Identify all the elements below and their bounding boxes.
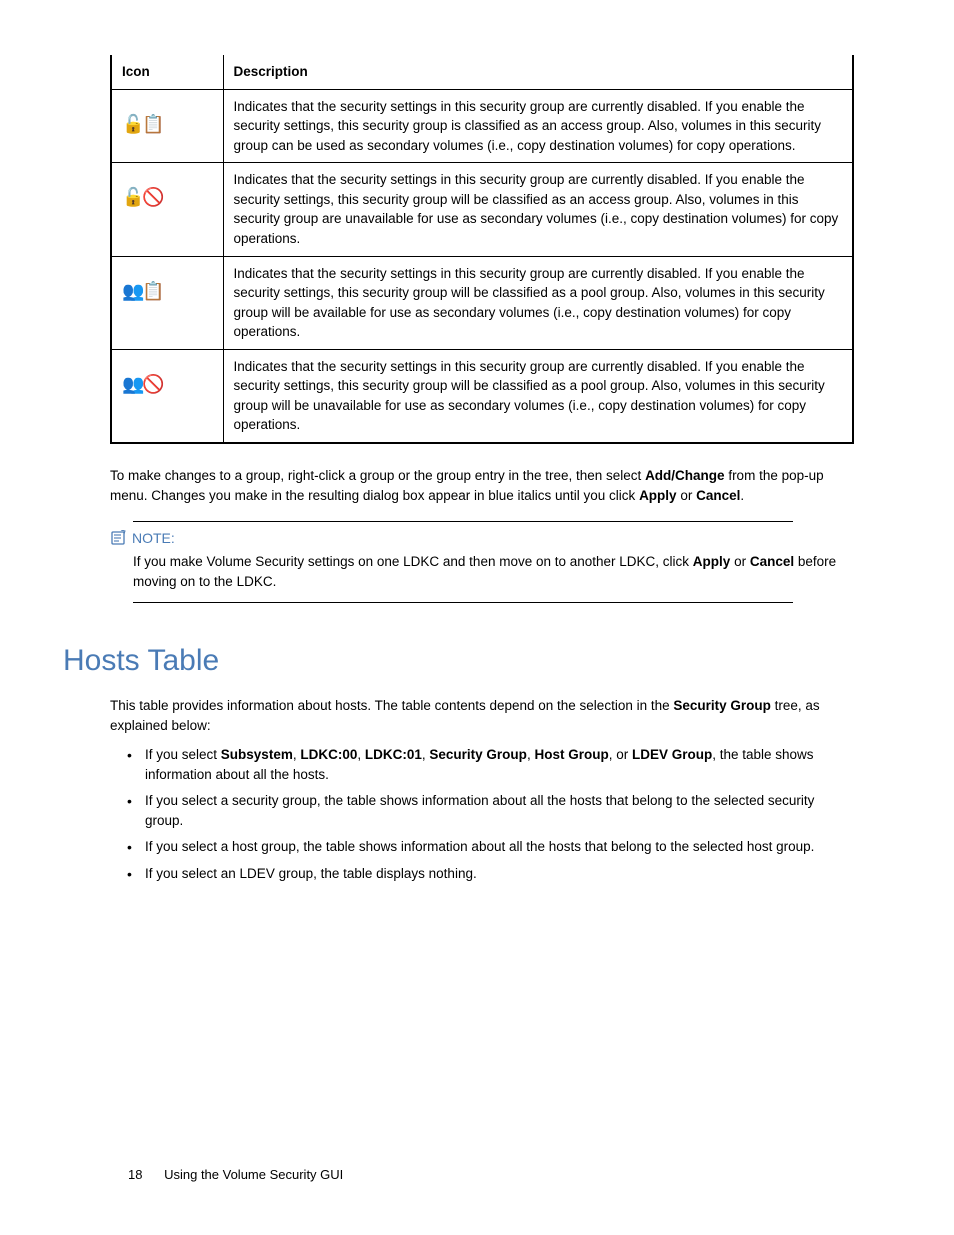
hosts-intro-paragraph: This table provides information about ho… (110, 696, 849, 735)
hosts-table-heading: Hosts Table (63, 639, 849, 683)
access-disabled-secondary-allowed-icon: 🔓📋 (122, 97, 213, 137)
note-icon (110, 530, 126, 546)
list-item: If you select an LDEV group, the table d… (127, 864, 849, 884)
list-item: If you select a security group, the tabl… (127, 791, 849, 830)
note-label: NOTE: (132, 528, 175, 548)
page-footer: 18 Using the Volume Security GUI (128, 1166, 343, 1185)
table-header-description: Description (223, 55, 853, 89)
pool-disabled-secondary-allowed-icon: 👥📋 (122, 264, 213, 304)
list-item: If you select Subsystem, LDKC:00, LDKC:0… (127, 745, 849, 784)
table-cell-description: Indicates that the security settings in … (223, 163, 853, 256)
table-row: 👥🚫 Indicates that the security settings … (111, 349, 853, 443)
footer-title: Using the Volume Security GUI (164, 1167, 343, 1182)
access-disabled-secondary-blocked-icon: 🔓🚫 (122, 170, 213, 210)
table-cell-description: Indicates that the security settings in … (223, 256, 853, 349)
icon-description-table: Icon Description 🔓📋 Indicates that the s… (110, 55, 854, 444)
table-row: 👥📋 Indicates that the security settings … (111, 256, 853, 349)
pool-disabled-secondary-blocked-icon: 👥🚫 (122, 357, 213, 397)
table-cell-description: Indicates that the security settings in … (223, 89, 853, 163)
table-cell-description: Indicates that the security settings in … (223, 349, 853, 443)
page-number: 18 (128, 1167, 142, 1182)
table-header-icon: Icon (111, 55, 223, 89)
table-row: 🔓📋 Indicates that the security settings … (111, 89, 853, 163)
note-body: If you make Volume Security settings on … (133, 552, 849, 591)
note-divider-top (133, 521, 793, 522)
group-change-paragraph: To make changes to a group, right-click … (110, 466, 849, 505)
list-item: If you select a host group, the table sh… (127, 837, 849, 857)
note-divider-bottom (133, 602, 793, 603)
table-row: 🔓🚫 Indicates that the security settings … (111, 163, 853, 256)
note-block: NOTE: If you make Volume Security settin… (110, 521, 849, 602)
hosts-bullet-list: If you select Subsystem, LDKC:00, LDKC:0… (127, 745, 849, 883)
